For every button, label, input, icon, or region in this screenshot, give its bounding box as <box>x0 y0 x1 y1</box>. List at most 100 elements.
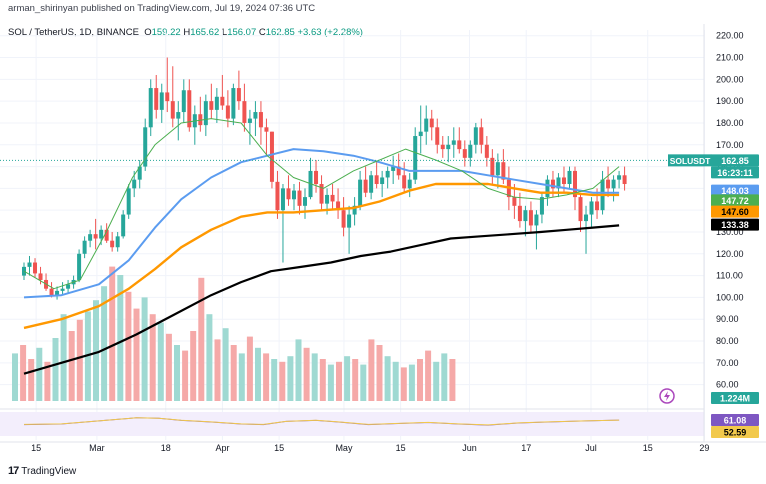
candle-body <box>468 144 473 158</box>
time-tick-label: Apr <box>215 443 229 453</box>
candle <box>435 118 440 154</box>
candle-body <box>170 101 175 119</box>
volume-bar <box>101 286 108 401</box>
candle-body <box>573 170 577 198</box>
volume-bar <box>368 339 375 401</box>
candle <box>440 136 445 158</box>
countdown-badge-text: 16:23:11 <box>717 168 753 178</box>
candle-body <box>181 90 186 113</box>
candle <box>358 170 363 211</box>
volume-bar <box>433 361 440 401</box>
candle-body <box>165 92 170 102</box>
ema-mid-badge: 148.03 <box>711 184 759 197</box>
candle <box>479 118 484 154</box>
candle-body <box>595 201 600 211</box>
candle-body <box>556 177 561 189</box>
rsi-ma-line <box>23 417 620 426</box>
candle-body <box>303 197 308 206</box>
open-label: O <box>144 27 152 38</box>
candle <box>27 255 32 276</box>
candle <box>380 170 385 198</box>
candle-body <box>479 127 484 145</box>
candle <box>385 166 390 189</box>
volume-bar <box>230 345 237 401</box>
candle <box>517 192 522 228</box>
candle-body <box>286 188 291 200</box>
candle <box>319 175 324 211</box>
candle <box>611 175 616 202</box>
candle <box>176 101 181 141</box>
volume-bar <box>400 367 407 401</box>
volume-bar <box>271 359 278 401</box>
symbol-badge-text: SOLUSDT <box>670 156 711 166</box>
candle-body <box>606 179 611 189</box>
candle-body <box>617 175 622 180</box>
volume-bar <box>109 266 116 401</box>
last-price-badge-text: 162.85 <box>721 156 749 166</box>
candle-body <box>545 179 550 198</box>
lightning-icon[interactable] <box>659 388 675 404</box>
ema-mid-badge-bg <box>711 184 759 197</box>
volume-bar <box>68 331 75 401</box>
tradingview-logo[interactable]: 17 TradingView <box>8 465 76 477</box>
candle-body <box>242 101 247 123</box>
candle-body <box>264 127 269 132</box>
candle-body <box>187 90 192 128</box>
candle <box>462 140 467 167</box>
time-tick-label: 29 <box>699 443 709 453</box>
price-tick-label: 190.00 <box>716 96 744 106</box>
candle <box>545 175 550 206</box>
candle-body <box>363 179 368 193</box>
ema-slow-badge-bg <box>711 205 759 218</box>
candle-body <box>236 88 241 102</box>
candle-body <box>203 101 208 126</box>
candle-body <box>214 96 219 110</box>
candle <box>33 258 38 278</box>
price-tick-label: 170.00 <box>716 140 744 150</box>
candle <box>573 166 577 211</box>
candle <box>490 149 495 185</box>
candle-body <box>374 175 379 185</box>
candle <box>402 162 407 193</box>
candle-body <box>27 262 32 267</box>
volume-bar <box>319 359 326 401</box>
candle <box>457 127 462 154</box>
candle <box>55 286 60 300</box>
candle-body <box>198 114 203 126</box>
candle-body <box>137 166 142 180</box>
volume-bar <box>190 331 197 401</box>
low-value: 156.07 <box>227 27 257 38</box>
volume-bar <box>295 339 302 401</box>
candle-body <box>369 175 374 193</box>
candle <box>473 122 478 154</box>
price-tick-label: 70.00 <box>716 358 739 368</box>
candle-body <box>60 288 65 291</box>
candle <box>330 184 335 211</box>
candle <box>275 170 280 219</box>
close-label: C <box>258 27 266 38</box>
candle-body <box>280 188 285 211</box>
candle-body <box>396 166 401 176</box>
countdown-badge-bg <box>711 166 759 179</box>
candle-body <box>457 140 462 150</box>
candle-body <box>611 179 616 189</box>
volume-bar <box>198 277 205 401</box>
candle-body <box>325 194 330 204</box>
published-byline: arman_shirinyan published on TradingView… <box>8 3 316 14</box>
ema-fast-badge-bg <box>711 194 759 207</box>
volume-bar <box>408 364 415 401</box>
volume-bar <box>303 347 310 401</box>
candle-body <box>209 101 214 110</box>
rsi-ma-badge-text: 52.59 <box>724 428 747 438</box>
candle <box>214 88 219 123</box>
last-price-badge-bg <box>711 154 759 167</box>
candle-body <box>253 112 258 119</box>
candle <box>253 101 258 137</box>
symbol-title[interactable]: SOL / TetherUS, 1D, BINANCE <box>8 27 139 38</box>
price-tick-label: 80.00 <box>716 336 739 346</box>
volume-bar <box>44 361 51 401</box>
candle <box>258 101 263 145</box>
price-tick-label: 120.00 <box>716 249 744 259</box>
candle-body <box>82 240 87 254</box>
